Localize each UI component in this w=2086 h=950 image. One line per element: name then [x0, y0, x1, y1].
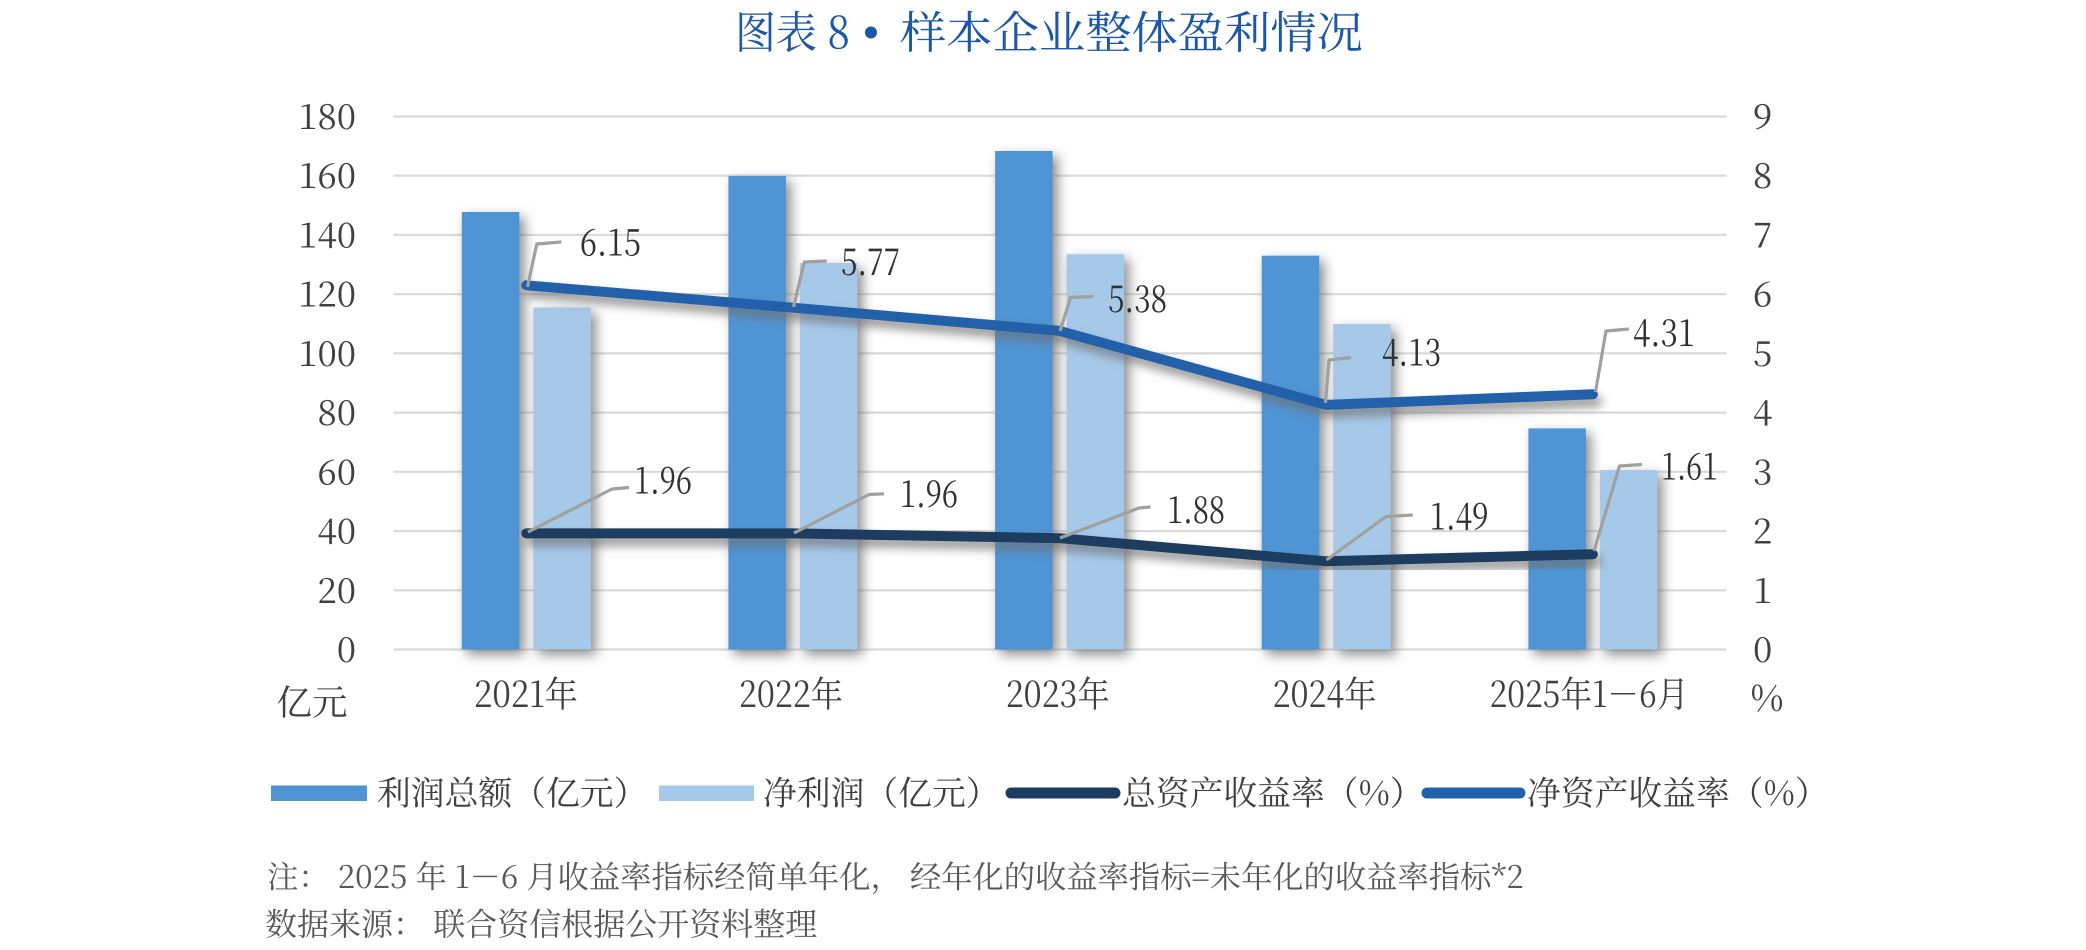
svg-text:2022年: 2022年	[739, 667, 843, 718]
svg-text:1.49: 1.49	[1430, 487, 1489, 541]
svg-text:2023年: 2023年	[1006, 667, 1110, 718]
svg-text:7: 7	[1753, 208, 1772, 258]
svg-text:3: 3	[1753, 445, 1772, 495]
svg-text:1.61: 1.61	[1661, 437, 1718, 491]
svg-text:5.38: 5.38	[1108, 269, 1167, 323]
svg-text:0: 0	[337, 623, 356, 673]
svg-text:净利润（亿元）: 净利润（亿元）	[763, 766, 1000, 815]
svg-text:1.88: 1.88	[1167, 480, 1225, 534]
svg-text:5.77: 5.77	[841, 232, 900, 286]
svg-text:180: 180	[298, 90, 356, 140]
svg-text:4.13: 4.13	[1382, 323, 1441, 377]
svg-text:1.96: 1.96	[634, 451, 692, 505]
svg-text:100: 100	[298, 327, 356, 377]
svg-text:利润总额（亿元）: 利润总额（亿元）	[377, 766, 647, 815]
svg-text:0: 0	[1753, 623, 1772, 673]
svg-text:120: 120	[298, 268, 356, 318]
svg-text:2024年: 2024年	[1273, 667, 1377, 718]
svg-text:9: 9	[1753, 90, 1772, 140]
svg-text:图表 8: 图表 8	[735, 0, 850, 62]
svg-text:160: 160	[298, 149, 356, 199]
svg-text:80: 80	[317, 386, 356, 436]
svg-text:净资产收益率（%）: 净资产收益率（%）	[1527, 766, 1829, 815]
svg-text:注： 2025 年 1－6 月收益率指标经简单年化， 经年化: 注： 2025 年 1－6 月收益率指标经简单年化， 经年化的收益率指标=未年化…	[267, 852, 1524, 897]
svg-text:2021年: 2021年	[474, 667, 578, 718]
svg-text:亿元: 亿元	[276, 675, 347, 726]
svg-text:40: 40	[317, 505, 356, 555]
svg-text:4.31: 4.31	[1633, 303, 1695, 357]
svg-text:1.96: 1.96	[900, 464, 958, 518]
svg-text:数据来源： 联合资信根据公开资料整理: 数据来源： 联合资信根据公开资料整理	[265, 900, 817, 946]
svg-text:8: 8	[1753, 149, 1772, 199]
svg-text:60: 60	[317, 445, 356, 495]
svg-text:总资产收益率（%）: 总资产收益率（%）	[1122, 766, 1424, 815]
svg-text:2: 2	[1753, 505, 1772, 555]
svg-text:20: 20	[317, 564, 356, 614]
svg-text:2025年1－6月: 2025年1－6月	[1490, 667, 1689, 718]
svg-text:5: 5	[1753, 327, 1772, 377]
svg-text:%: %	[1750, 671, 1783, 722]
svg-text:4: 4	[1753, 386, 1772, 436]
svg-text:1: 1	[1753, 564, 1772, 614]
svg-text:样本企业整体盈利情况: 样本企业整体盈利情况	[900, 0, 1363, 62]
svg-text:6.15: 6.15	[580, 212, 641, 266]
svg-text:140: 140	[298, 208, 356, 258]
svg-text:6: 6	[1753, 268, 1772, 318]
